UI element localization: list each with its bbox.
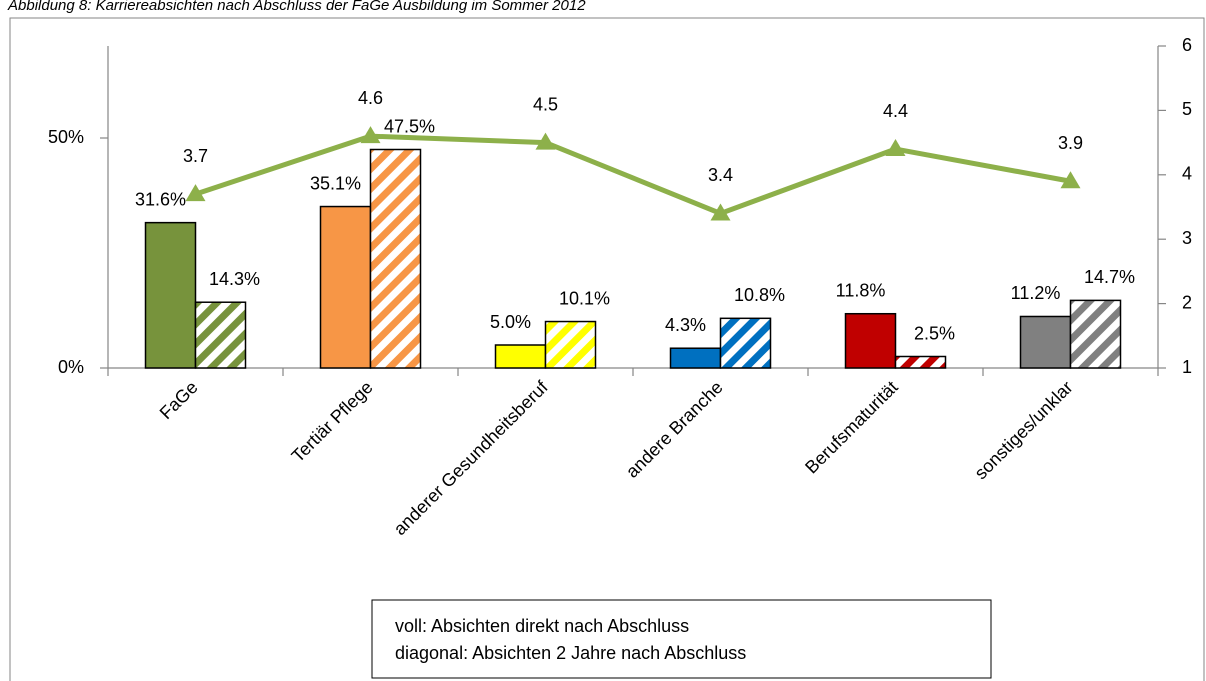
x-tick-label: andere Branche: [622, 377, 727, 482]
data-label: 4.3%: [665, 315, 706, 335]
chart-border: [9, 17, 1205, 681]
bar: [144, 221, 197, 369]
y2-tick-label: 4: [1182, 164, 1192, 184]
line: [194, 133, 1071, 217]
bar: [494, 344, 547, 369]
data-label: 4.5: [533, 94, 558, 114]
marker: [1060, 171, 1081, 189]
x-tick-label: anderer Gesundheitsberuf: [390, 376, 553, 539]
chart-title: Abbildung 8: Karriereabsichten nach Absc…: [7, 0, 586, 14]
marker: [710, 203, 731, 221]
data-label: 3.9: [1058, 133, 1083, 153]
data-label: 10.8%: [734, 285, 785, 305]
marker: [885, 139, 906, 157]
marker: [535, 132, 556, 150]
y-tick-label: 50%: [48, 127, 84, 147]
note-line: voll: Absichten direkt nach Abschluss: [395, 616, 689, 636]
data-label: 3.7: [183, 146, 208, 166]
y2-tick-label: 2: [1182, 292, 1192, 312]
data-label: 31.6%: [135, 189, 186, 209]
x-tick-label: Berufsmaturität: [801, 377, 901, 477]
bar: [894, 355, 947, 369]
y2-tick-label: 6: [1182, 35, 1192, 55]
bar: [369, 148, 422, 369]
data-label: 14.3%: [209, 269, 260, 289]
y2-tick-label: 5: [1182, 99, 1192, 119]
bar: [844, 312, 897, 369]
note-box: [371, 599, 992, 679]
y2-tick-label: 3: [1182, 228, 1192, 248]
data-label: 10.1%: [559, 288, 610, 308]
data-label: 47.5%: [384, 116, 435, 136]
note-line: diagonal: Absichten 2 Jahre nach Abschlu…: [395, 643, 746, 663]
data-label: 4.6: [358, 88, 383, 108]
data-label: 14.7%: [1084, 267, 1135, 287]
data-label: 35.1%: [310, 173, 361, 193]
bar: [719, 317, 772, 369]
marker: [360, 126, 381, 144]
y-tick-label: 0%: [58, 357, 84, 377]
bar: [544, 320, 597, 369]
bar: [1069, 299, 1122, 369]
bar: [194, 301, 247, 369]
data-label: 3.4: [708, 165, 733, 185]
bar: [669, 347, 722, 369]
data-label: 11.8%: [836, 280, 886, 300]
data-label: 5.0%: [490, 312, 531, 332]
marker: [185, 184, 206, 202]
data-label: 4.4: [883, 101, 908, 121]
x-tick-label: FaGe: [156, 377, 202, 423]
bar: [1019, 315, 1072, 369]
x-tick-label: sonstiges/unklar: [971, 377, 1077, 483]
y2-tick-label: 1: [1182, 357, 1192, 377]
data-label: 2.5%: [914, 323, 955, 343]
x-tick-label: Tertiär Pflege: [288, 377, 377, 466]
data-label: 11.2%: [1011, 283, 1061, 303]
bar: [319, 205, 372, 369]
